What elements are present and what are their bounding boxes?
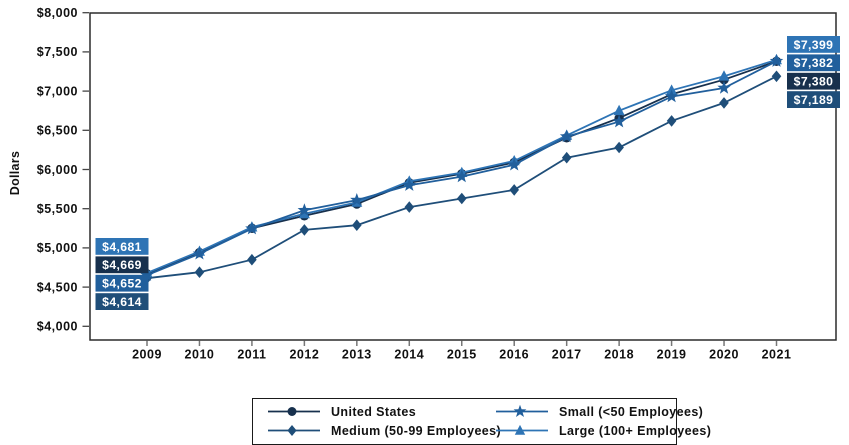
marker-star [717, 80, 731, 94]
data-label-box [787, 91, 840, 108]
x-tick-label: 2013 [342, 348, 372, 362]
legend-item-small-50-employees: Small (<50 Employees) [495, 402, 711, 421]
legend-item-medium-50-99-employees: Medium (50-99 Employees) [267, 421, 501, 440]
marker-star [507, 157, 521, 171]
marker-triangle [718, 70, 730, 81]
legend-item-united-states: United States [267, 402, 495, 421]
marker-star [350, 193, 364, 206]
data-label-box [787, 72, 840, 90]
data-label-box [787, 36, 840, 53]
y-tick-label: $5,500 [37, 202, 78, 216]
legend-marker-triangle [496, 424, 548, 435]
marker-star [140, 268, 154, 281]
y-tick-label: $4,500 [37, 280, 78, 294]
x-tick-label: 2009 [132, 348, 162, 362]
data-label-text: $4,681 [102, 240, 142, 254]
marker-diamond [666, 115, 677, 127]
marker-diamond [287, 425, 297, 436]
data-label-box [95, 293, 149, 310]
x-tick-label: 2015 [447, 348, 477, 362]
legend-item-large-100-employees: Large (100+ Employees) [495, 421, 711, 440]
axis-border [89, 12, 837, 341]
legend: United States Small (<50 Employees) Medium… [252, 398, 711, 445]
marker-circle [287, 407, 297, 416]
marker-diamond [194, 266, 205, 278]
legend-label: Large (100+ Employees) [559, 423, 712, 438]
x-tick-label: 2018 [604, 348, 634, 362]
marker-star [192, 246, 207, 260]
marker-diamond [456, 192, 467, 205]
x-tick-label: 2019 [657, 348, 687, 362]
marker-triangle [514, 424, 526, 435]
point-labels-2021: $7,399 $7,382 $7,380 $7,189 [787, 36, 840, 108]
marker-star [559, 129, 574, 143]
marker-star [402, 178, 416, 191]
series-small-50-employees [140, 54, 784, 281]
x-tick-label: 2016 [499, 348, 529, 362]
data-label-text: $4,652 [102, 277, 142, 291]
marker-diamond [509, 184, 519, 196]
marker-star [664, 89, 679, 103]
legend-marker-star [496, 404, 548, 417]
series-large-100-employees [141, 53, 782, 278]
y-tick-label: $6,500 [37, 124, 78, 138]
data-label-box [95, 274, 149, 292]
plot-area: $4,000 $4,500 $5,000 $5,500 $6,000 $6,500 $7,0… [37, 6, 840, 362]
y-tick-label: $5,000 [37, 241, 78, 255]
marker-star [245, 221, 259, 235]
x-tick-label: 2012 [289, 348, 319, 362]
x-tick-label: 2010 [185, 348, 215, 362]
legend-marker-diamond [268, 425, 320, 436]
marker-diamond [299, 224, 310, 236]
legend-label: United States [331, 404, 417, 419]
marker-triangle [613, 104, 625, 116]
x-tick-label: 2017 [552, 348, 582, 362]
marker-diamond [404, 201, 415, 213]
marker-star [769, 54, 784, 67]
data-label-text: $7,382 [794, 56, 834, 70]
y-tick-label: $7,000 [37, 84, 78, 98]
data-label-text: $4,614 [102, 295, 142, 309]
data-label-text: $7,380 [794, 75, 834, 89]
marker-diamond [719, 97, 729, 109]
y-tick-label: $8,000 [37, 6, 78, 20]
marker-star [297, 203, 312, 216]
x-tick-label: 2014 [394, 348, 424, 362]
marker-star [455, 169, 469, 183]
legend-label: Small (<50 Employees) [559, 404, 704, 419]
marker-diamond [247, 253, 257, 266]
x-tick-label: 2021 [762, 348, 792, 362]
marker-star [513, 404, 527, 417]
marker-star [612, 114, 626, 128]
y-tick-label: $4,000 [37, 320, 78, 334]
data-label-box [95, 256, 149, 274]
marker-diamond [771, 70, 782, 83]
legend-marker-circle [268, 407, 320, 416]
x-tick-label: 2020 [709, 348, 739, 362]
data-label-box [95, 238, 149, 255]
data-label-text: $7,399 [794, 38, 834, 52]
marker-diamond [614, 141, 624, 154]
data-label-text: $4,669 [102, 258, 142, 272]
data-label-box [787, 54, 840, 72]
x-tick-label: 2011 [237, 348, 266, 362]
point-labels-2009: $4,681 $4,669 $4,652 $4,614 [95, 238, 149, 310]
marker-diamond [561, 151, 572, 164]
legend-label: Medium (50-99 Employees) [331, 423, 502, 438]
y-tick-label: $6,000 [37, 163, 78, 177]
y-tick-label: $7,500 [37, 45, 78, 59]
marker-diamond [352, 219, 362, 231]
data-label-text: $7,189 [794, 93, 834, 107]
